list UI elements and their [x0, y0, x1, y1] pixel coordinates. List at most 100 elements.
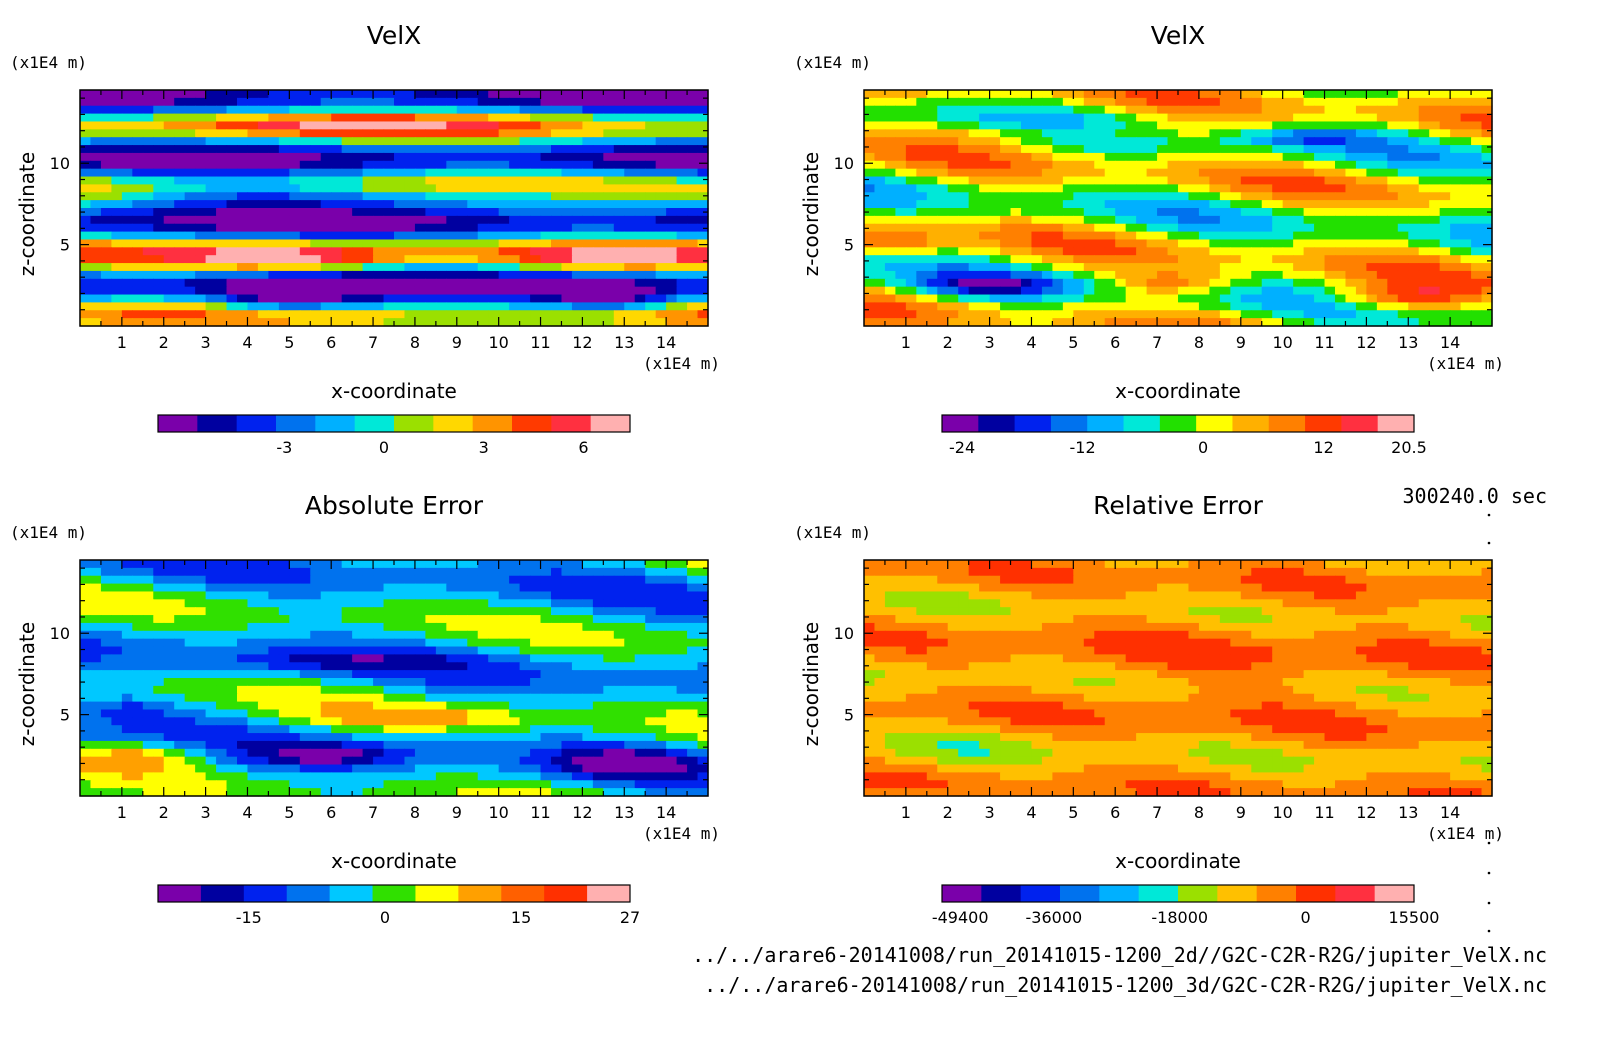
field-cell	[519, 693, 531, 703]
field-cell	[551, 693, 563, 703]
field-cell	[1376, 129, 1388, 138]
field-cell	[655, 97, 667, 107]
field-cell	[1471, 176, 1483, 185]
field-cell	[237, 215, 249, 225]
field-cell	[561, 168, 573, 178]
field-cell	[414, 654, 426, 663]
field-cell	[247, 278, 259, 288]
field-cell	[289, 701, 301, 711]
field-cell	[216, 200, 228, 209]
field-cell	[247, 200, 259, 209]
field-cell	[947, 200, 959, 209]
field-cell	[905, 113, 917, 123]
field-cell	[80, 622, 92, 632]
field-cell	[1157, 90, 1169, 99]
field-cell	[1230, 113, 1242, 123]
field-cell	[571, 685, 583, 695]
field-cell	[132, 685, 144, 695]
field-cell	[226, 678, 238, 687]
field-cell	[195, 121, 207, 130]
field-cell	[331, 160, 343, 170]
field-cell	[874, 105, 886, 115]
field-cell	[446, 90, 458, 99]
field-cell	[1282, 294, 1294, 303]
field-cell	[666, 263, 678, 272]
field-cell	[916, 168, 928, 178]
field-cell	[613, 302, 625, 311]
field-cell	[895, 215, 907, 225]
field-cell	[1000, 200, 1012, 209]
field-cell	[989, 113, 1001, 123]
field-cell	[655, 318, 667, 327]
field-cell	[1314, 192, 1326, 201]
field-cell	[1136, 247, 1148, 256]
field-cell	[299, 239, 311, 248]
field-cell	[373, 599, 385, 608]
field-cell	[1240, 286, 1252, 296]
field-cell	[498, 654, 510, 663]
field-cell	[697, 622, 709, 632]
field-cell	[603, 693, 615, 703]
field-cell	[299, 701, 311, 711]
field-cell	[205, 615, 217, 624]
field-cell	[205, 247, 217, 256]
field-cell	[477, 607, 489, 616]
field-cell	[666, 152, 678, 162]
field-cell	[603, 137, 615, 146]
field-cell	[519, 318, 531, 327]
field-cell	[582, 701, 594, 711]
field-cell	[184, 215, 196, 225]
field-cell	[676, 105, 688, 115]
field-cell	[80, 709, 92, 718]
chart-title: VelX	[1151, 21, 1206, 50]
field-cell	[509, 278, 521, 288]
field-cell	[163, 286, 175, 296]
field-cell	[655, 168, 667, 178]
field-cell	[341, 176, 353, 185]
field-cell	[435, 200, 447, 209]
field-cell	[1104, 152, 1116, 162]
field-cell	[226, 599, 238, 608]
field-cell	[184, 583, 196, 593]
field-cell	[383, 90, 395, 99]
field-cell	[624, 278, 636, 288]
field-cell	[142, 646, 154, 655]
field-cell	[1387, 247, 1399, 256]
field-cell	[184, 160, 196, 170]
field-cell	[1261, 105, 1273, 115]
field-cell	[1303, 105, 1315, 115]
field-cell	[1293, 176, 1305, 185]
field-cell	[1178, 302, 1190, 311]
field-cell	[645, 239, 657, 248]
field-cell	[341, 184, 353, 193]
field-cell	[237, 670, 249, 679]
field-cell	[968, 223, 980, 233]
field-cell	[1031, 160, 1043, 170]
field-cell	[456, 263, 468, 272]
field-cell	[163, 662, 175, 671]
field-cell	[226, 630, 238, 640]
field-cell	[1397, 184, 1409, 193]
field-cell	[1481, 286, 1493, 296]
field-cell	[100, 160, 112, 170]
field-cell	[289, 97, 301, 107]
field-cell	[1146, 192, 1158, 201]
field-cell	[498, 302, 510, 311]
field-cell	[540, 215, 552, 225]
field-cell	[582, 678, 594, 687]
field-cell	[1397, 310, 1409, 319]
field-cell	[153, 662, 165, 671]
field-cell	[613, 583, 625, 593]
field-cell	[1387, 231, 1399, 241]
field-cell	[1062, 137, 1074, 146]
field-cell	[1073, 97, 1085, 107]
field-cell	[216, 184, 228, 193]
field-cell	[979, 286, 991, 296]
field-cell	[111, 567, 123, 577]
field-cell	[1251, 208, 1263, 217]
field-cell	[968, 160, 980, 170]
field-cell	[676, 168, 688, 178]
field-cell	[926, 105, 938, 115]
field-cell	[1355, 215, 1367, 225]
field-cell	[1219, 176, 1231, 185]
